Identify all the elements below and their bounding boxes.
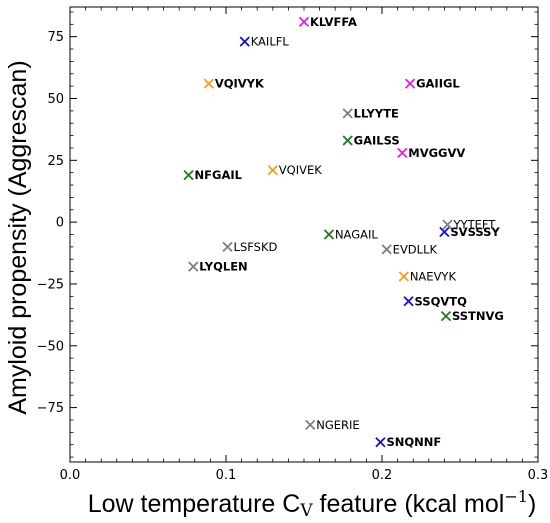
data-point: NAGAIL (323, 228, 378, 242)
data-points: KLVFFA KAILFL VQIVYK GAIIGL LLYYTE GAILSS MVGG… (183, 15, 504, 449)
point-label: SSTNVG (452, 309, 504, 323)
x-marker (381, 244, 392, 255)
data-point: VQIVEK (267, 163, 322, 177)
data-point: VQIVYK (203, 77, 265, 91)
point-label: GAILSS (354, 134, 400, 148)
y-axis-title: Amyloid propensity (Aggrescan) (4, 60, 32, 414)
y-tick-label: 75 (47, 30, 64, 45)
x-marker (305, 419, 316, 431)
point-label: LSFSKD (234, 240, 278, 254)
x-marker (442, 219, 453, 230)
data-point: NFGAIL (183, 168, 243, 182)
x-marker (397, 147, 408, 159)
x-marker (239, 36, 250, 47)
x-marker (267, 165, 278, 176)
point-label: VQIVYK (215, 77, 265, 91)
data-point: LYQLEN (188, 260, 248, 274)
data-point: NAEVYK (398, 270, 457, 284)
data-point: KAILFL (239, 35, 290, 49)
point-label: NAEVYK (410, 270, 457, 284)
x-axis-title-exponent: −1 (504, 487, 528, 506)
y-tick-label: −50 (37, 339, 64, 354)
data-point: SSQVTQ (403, 294, 468, 308)
x-axis-title-subscript: V (299, 501, 313, 521)
x-marker (188, 261, 199, 272)
data-point: SNQNNF (375, 435, 441, 449)
x-marker (323, 229, 335, 240)
point-label: MVGGVV (408, 146, 465, 160)
data-point: NGERIE (305, 418, 360, 432)
point-label: SNQNNF (386, 435, 441, 449)
y-tick-label: −25 (37, 277, 64, 292)
x-axis-title-unit: feature (kcal mol (313, 490, 505, 518)
data-point: SSTNVG (440, 309, 504, 323)
point-label: SSQVTQ (415, 294, 468, 308)
data-point: LSFSKD (222, 240, 278, 254)
x-tick-label: 0.2 (372, 468, 393, 483)
point-label: NFGAIL (195, 168, 243, 182)
y-tick-label: −75 (37, 401, 64, 416)
point-label: YYTEFT (453, 218, 497, 232)
y-tick-label: 25 (47, 154, 64, 169)
x-marker (222, 241, 233, 253)
x-axis-title: Low temperature CV feature (kcal mol−1) (88, 487, 537, 521)
point-label: KLVFFA (310, 15, 357, 29)
x-marker (298, 16, 310, 27)
x-tick-label: 0.0 (60, 468, 81, 483)
point-label: GAIIGL (416, 77, 460, 91)
point-label: LYQLEN (199, 260, 247, 274)
point-label: KAILFL (251, 35, 290, 49)
data-point: LLYYTE (342, 106, 399, 120)
x-marker (183, 170, 194, 181)
point-label: NAGAIL (335, 228, 378, 242)
x-axis-ticks: 0.0 0.1 0.2 0.3 (60, 7, 549, 483)
x-marker (342, 108, 353, 119)
point-label: VQIVEK (279, 163, 322, 177)
x-axis-title-close: ) (528, 490, 536, 518)
data-point: MVGGVV (397, 146, 465, 160)
x-marker (440, 310, 452, 322)
x-marker (403, 296, 414, 307)
x-marker (203, 78, 214, 89)
point-label: NGERIE (316, 418, 359, 432)
x-marker (398, 271, 409, 282)
data-point: GAIIGL (404, 77, 460, 91)
x-marker (439, 226, 450, 238)
x-marker (404, 78, 416, 89)
point-label: LLYYTE (354, 106, 399, 120)
data-point: KLVFFA (298, 15, 357, 29)
point-label: SVSSSY (450, 225, 500, 239)
data-point: GAILSS (342, 134, 400, 148)
y-axis-ticks: 75 50 25 0 −25 −50 −75 (37, 11, 538, 458)
x-tick-label: 0.1 (216, 468, 237, 483)
y-tick-label: 50 (47, 92, 64, 107)
point-label: EVDLLK (393, 242, 438, 256)
x-axis-title-main: Low temperature C (88, 490, 301, 518)
data-point: YYTEFT (442, 218, 497, 232)
data-point: EVDLLK (381, 242, 438, 256)
x-marker (375, 437, 386, 448)
x-tick-label: 0.3 (528, 468, 549, 483)
data-point: SVSSSY (439, 225, 500, 239)
x-marker (342, 135, 353, 146)
y-tick-label: 0 (56, 216, 64, 231)
